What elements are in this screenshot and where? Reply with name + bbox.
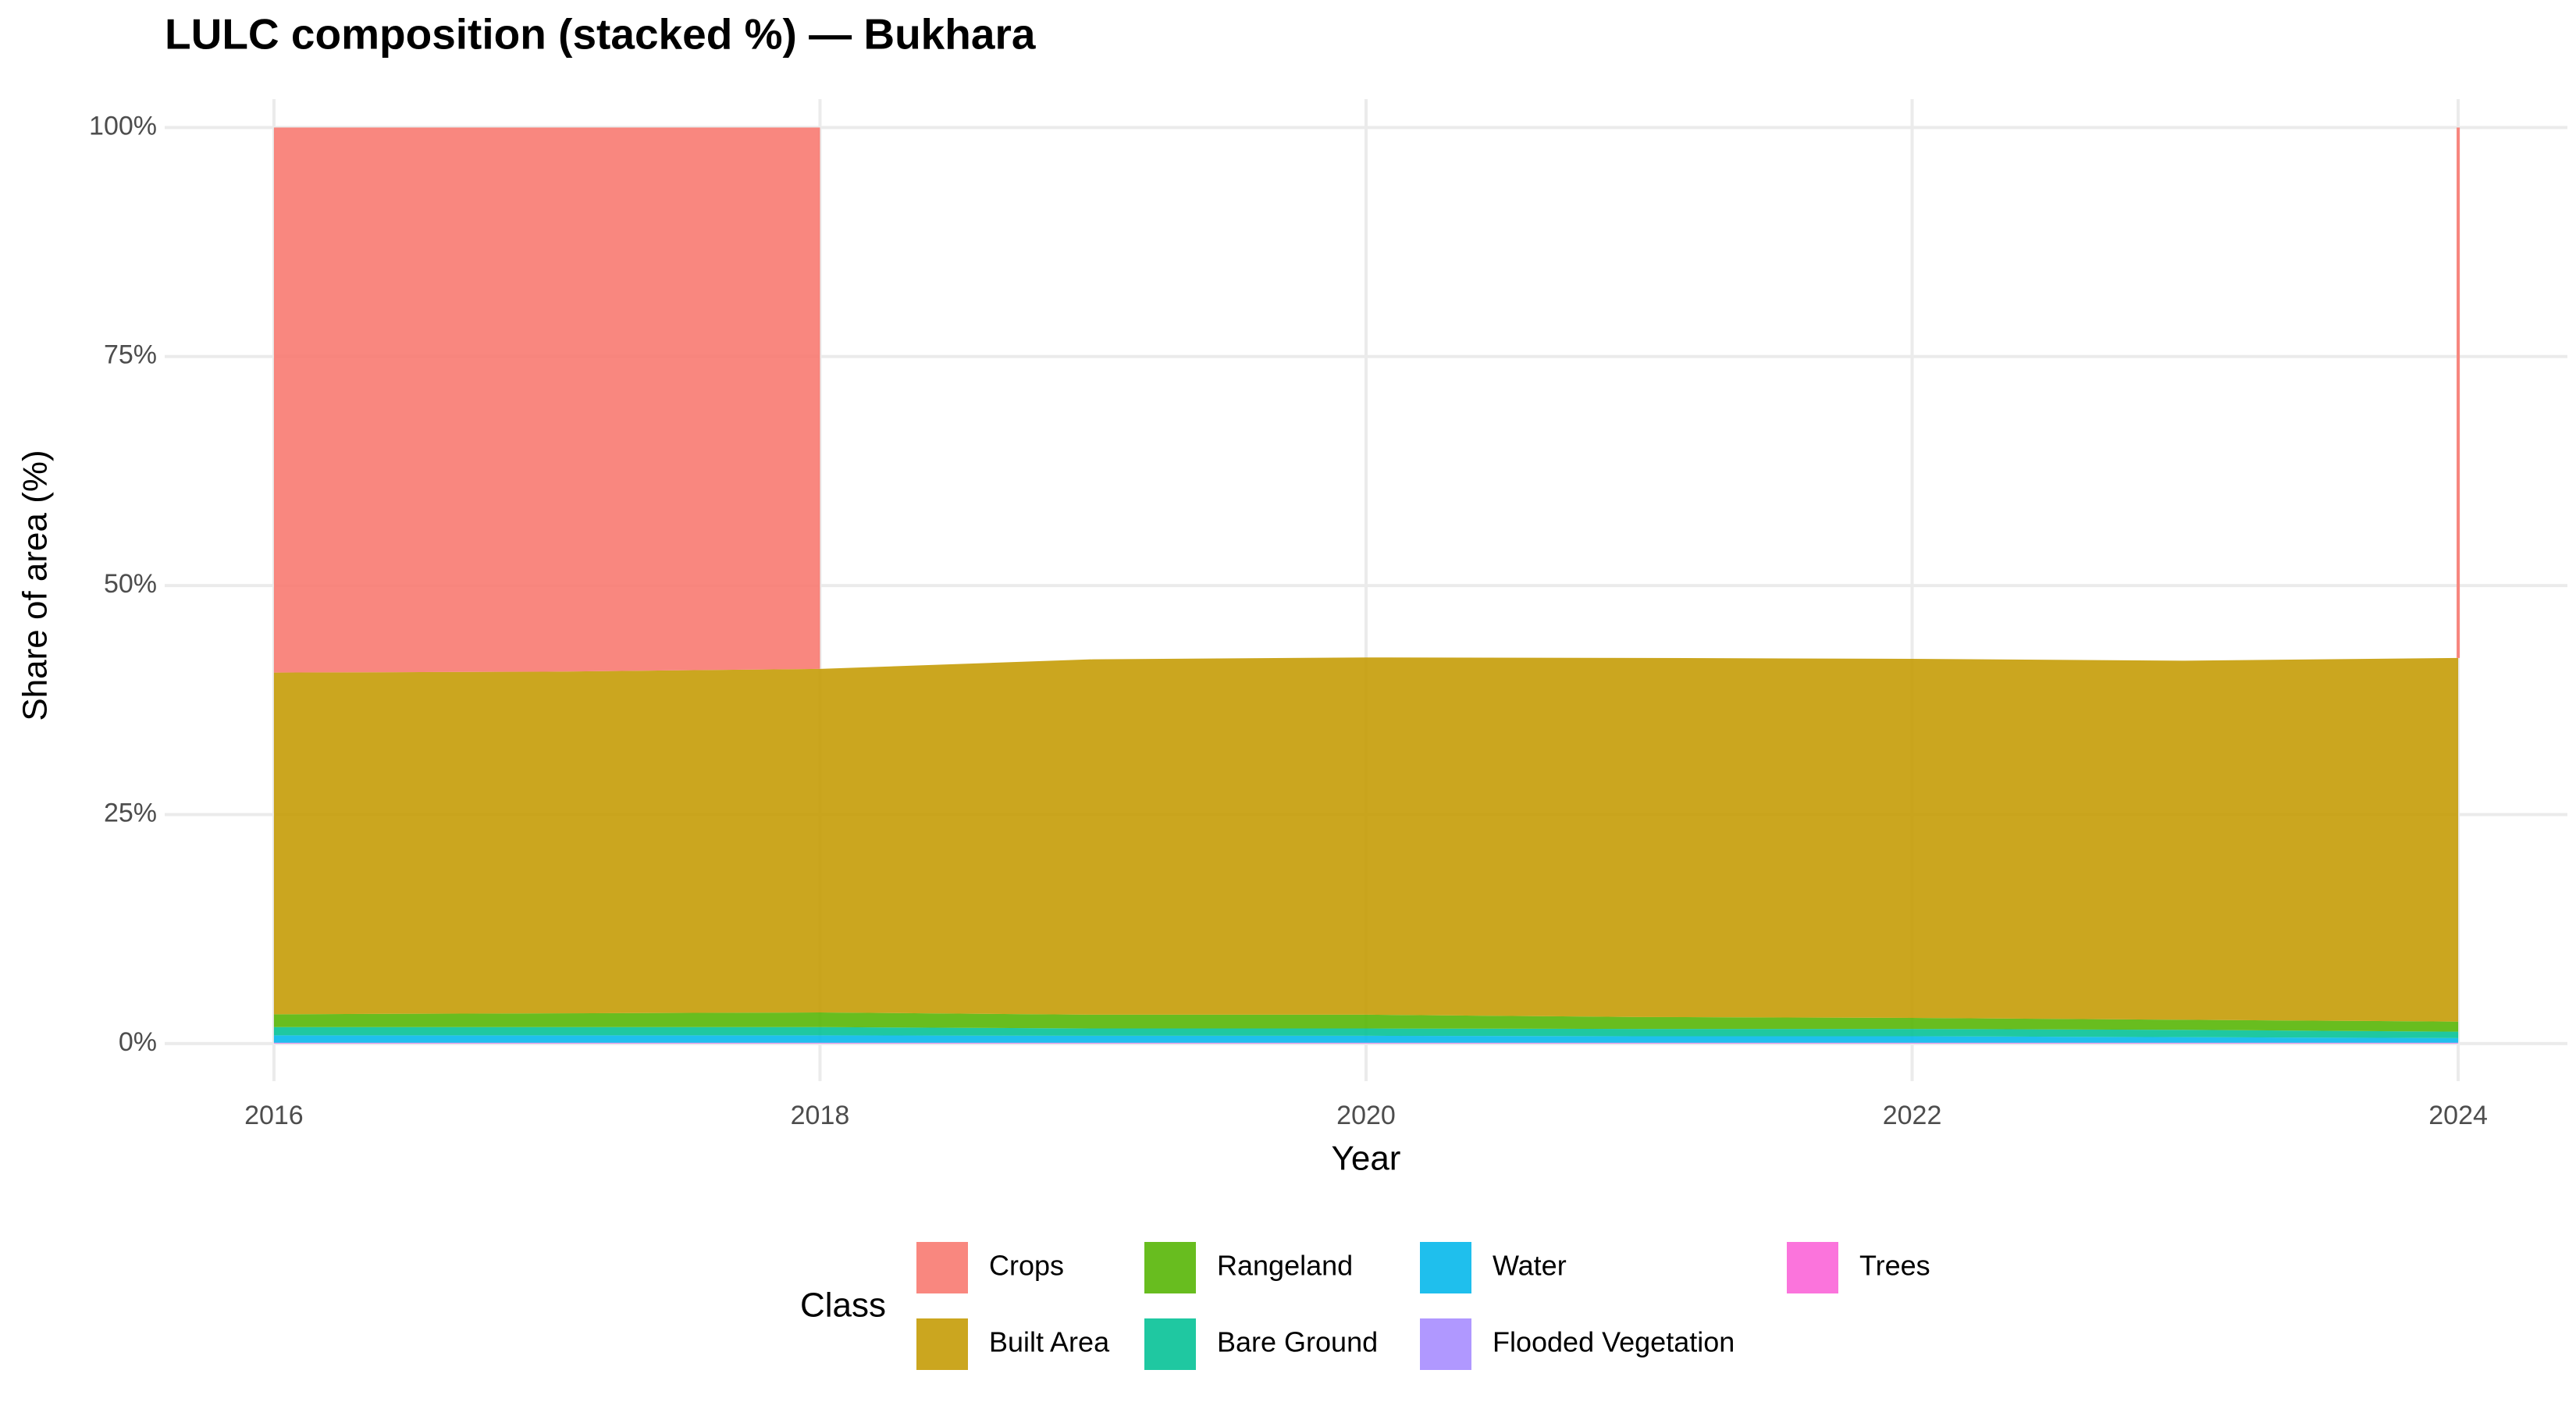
y-tick-label: 75% <box>104 340 157 370</box>
x-tick-label: 2020 <box>1336 1101 1396 1130</box>
x-tick-label: 2022 <box>1883 1101 1942 1130</box>
legend-label: Water <box>1493 1250 1567 1282</box>
legend-key <box>916 1242 968 1293</box>
areas <box>273 127 2460 1044</box>
legend-label: Crops <box>989 1250 1064 1282</box>
legend-key <box>1420 1318 1471 1370</box>
legend-title: Class <box>800 1286 886 1325</box>
x-tick-label: 2018 <box>791 1101 850 1130</box>
area <box>273 1043 2459 1044</box>
labels: 0% 25% 50% 75% 100% 2016 2018 2020 2022 2024 <box>89 111 2488 1130</box>
x-tick-label: 2024 <box>2428 1101 2488 1130</box>
area <box>273 657 2459 1022</box>
legend-key <box>1420 1242 1471 1293</box>
y-tick-label: 25% <box>104 798 157 827</box>
legend-label: Bare Ground <box>1217 1326 1378 1358</box>
area <box>273 127 2460 673</box>
legend-key <box>1144 1318 1196 1370</box>
area <box>273 1027 2459 1038</box>
area <box>273 1012 2459 1032</box>
y-tick-label: 50% <box>104 569 157 599</box>
legend-key <box>1144 1242 1196 1293</box>
legend-label: Flooded Vegetation <box>1493 1326 1735 1358</box>
legend-label: Rangeland <box>1217 1250 1353 1282</box>
y-tick-label: 0% <box>119 1027 157 1057</box>
y-tick-label: 100% <box>89 111 157 141</box>
legend-label: Built Area <box>989 1326 1110 1358</box>
legend: Crops Built Area Rangeland Bare Ground Water… <box>916 1242 1930 1370</box>
y-axis-title: Share of area (%) <box>16 450 55 721</box>
legend-key <box>916 1318 968 1370</box>
chart-title: LULC composition (stacked %) — Bukhara <box>165 10 1036 59</box>
area <box>273 1042 2459 1044</box>
x-axis-title: Year <box>1332 1140 1401 1178</box>
legend-key <box>1787 1242 1838 1293</box>
area <box>273 1035 2459 1043</box>
legend-label: Trees <box>1859 1250 1930 1282</box>
x-tick-label: 2016 <box>244 1101 304 1130</box>
